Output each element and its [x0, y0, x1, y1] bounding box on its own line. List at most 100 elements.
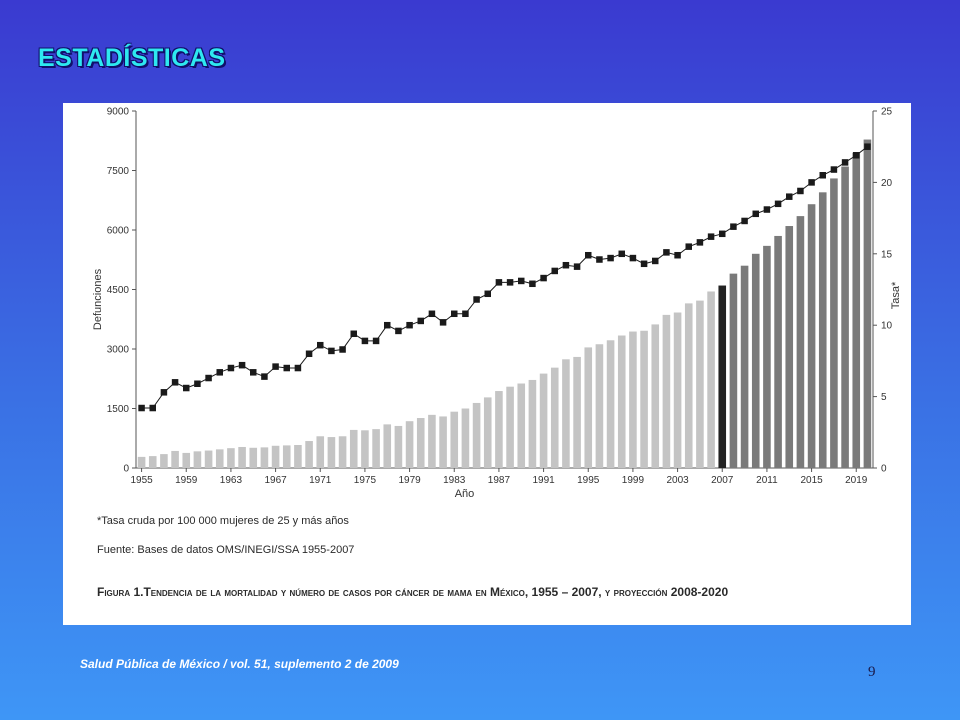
rate-point-1962	[216, 369, 223, 376]
bar-2012	[774, 235, 782, 468]
rate-point-1976	[372, 337, 380, 345]
x-tick-label: 2019	[845, 475, 868, 486]
rate-point-1985	[473, 296, 480, 303]
bar-2000	[640, 330, 648, 468]
rate-point-2012	[774, 200, 782, 208]
bar-2008	[729, 273, 738, 468]
source-note: Fuente: Bases de datos OMS/INEGI/SSA 195…	[97, 544, 355, 556]
rate-point-1981	[428, 310, 436, 318]
slide-number: 9	[868, 664, 876, 680]
x-tick-label: 1979	[398, 475, 421, 486]
rate-point-1964	[238, 361, 246, 369]
x-tick-label: 1983	[443, 475, 466, 486]
x-axis-label: Año	[455, 488, 475, 500]
y2-tick-label: 25	[881, 107, 893, 118]
bar-1959	[182, 452, 191, 468]
y2-tick-label: 20	[881, 178, 893, 189]
bar-2020	[863, 139, 872, 468]
rate-point-2015	[808, 179, 815, 186]
rate-point-1975	[361, 337, 369, 345]
rate-point-2013	[786, 193, 793, 200]
y2-tick-label: 0	[881, 464, 887, 475]
rate-point-1996	[596, 256, 603, 263]
x-tick-label: 1971	[309, 475, 332, 486]
rate-point-1959	[183, 384, 190, 392]
bar-1976	[372, 429, 380, 468]
bar-2007	[718, 285, 727, 468]
bar-1984	[461, 408, 470, 468]
rate-point-1979	[406, 321, 413, 329]
rate-point-1989	[518, 277, 525, 285]
rate-point-1993	[562, 261, 570, 269]
rate-point-1956	[149, 404, 156, 412]
x-tick-label: 1959	[175, 475, 198, 486]
x-tick-label: 1999	[622, 475, 645, 486]
citation: Salud Pública de México / vol. 51, suple…	[80, 657, 399, 671]
y-tick-label: 1500	[107, 404, 130, 415]
bar-1983	[450, 411, 459, 468]
bar-1980	[416, 418, 425, 468]
bar-2011	[763, 245, 771, 468]
bar-1957	[160, 454, 168, 468]
bar-1999	[629, 331, 637, 468]
x-tick-label: 2003	[666, 475, 689, 486]
rate-point-1987	[495, 279, 503, 286]
slide-title: ESTADÍSTICAS	[38, 44, 226, 72]
bar-1990	[528, 379, 537, 468]
bar-1975	[361, 430, 369, 468]
bar-2004	[684, 303, 693, 468]
rate-point-1994	[573, 263, 581, 270]
bar-2017	[830, 178, 838, 468]
bar-1969	[294, 444, 302, 468]
bar-1998	[617, 335, 626, 468]
bar-1958	[171, 450, 179, 468]
rate-point-2003	[674, 251, 681, 259]
figure-panel: 0 1500 3000 4500 6000 7500 9000 0 5 10 15 20 25 1955 1…	[63, 103, 911, 625]
x-tick-label: 1991	[532, 475, 555, 486]
bar-1996	[595, 344, 604, 468]
x-tick-label: 1955	[130, 475, 153, 486]
rate-point-1992	[551, 267, 558, 275]
rate-point-2009	[741, 217, 748, 225]
rate-point-1968	[283, 364, 290, 372]
rate-point-1955	[138, 404, 145, 412]
bar-1986	[483, 397, 492, 468]
rate-point-1984	[462, 310, 469, 318]
bar-1972	[327, 437, 336, 468]
bar-2019	[852, 152, 861, 468]
bar-1997	[606, 340, 615, 468]
rate-point-1977	[384, 321, 391, 329]
bar-1955	[137, 456, 146, 468]
bar-1970	[305, 441, 313, 468]
bar-1956	[148, 456, 157, 468]
rate-point-2019	[853, 152, 860, 159]
rate-point-2005	[696, 239, 704, 246]
rate-point-2000	[640, 260, 648, 268]
rate-point-1961	[205, 374, 212, 382]
rate-point-1988	[506, 279, 514, 286]
rate-point-2004	[685, 243, 692, 250]
rate-point-1963	[227, 364, 235, 372]
rate-point-2016	[819, 172, 826, 179]
rate-point-2011	[763, 206, 771, 213]
bar-1978	[394, 425, 403, 468]
bar-1985	[472, 402, 481, 468]
rate-point-2002	[663, 249, 670, 256]
rate-point-2010	[752, 210, 759, 218]
rate-point-2001	[652, 257, 659, 265]
rate-point-2014	[797, 187, 804, 195]
x-tick-label: 1995	[577, 475, 600, 486]
rate-point-1973	[339, 346, 346, 353]
y-tick-label: 4500	[107, 285, 130, 296]
x-tick-label: 2015	[800, 475, 823, 486]
bar-1994	[573, 356, 581, 468]
rate-point-1969	[294, 364, 302, 372]
rate-point-1960	[194, 380, 201, 387]
x-tick-label: 1987	[488, 475, 511, 486]
bar-2010	[751, 253, 760, 468]
rate-point-1997	[607, 254, 614, 262]
rate-point-1998	[618, 250, 625, 258]
bar-1964	[238, 446, 246, 468]
y-axis-label: Defunciones	[92, 268, 104, 330]
rate-point-2018	[841, 159, 849, 166]
